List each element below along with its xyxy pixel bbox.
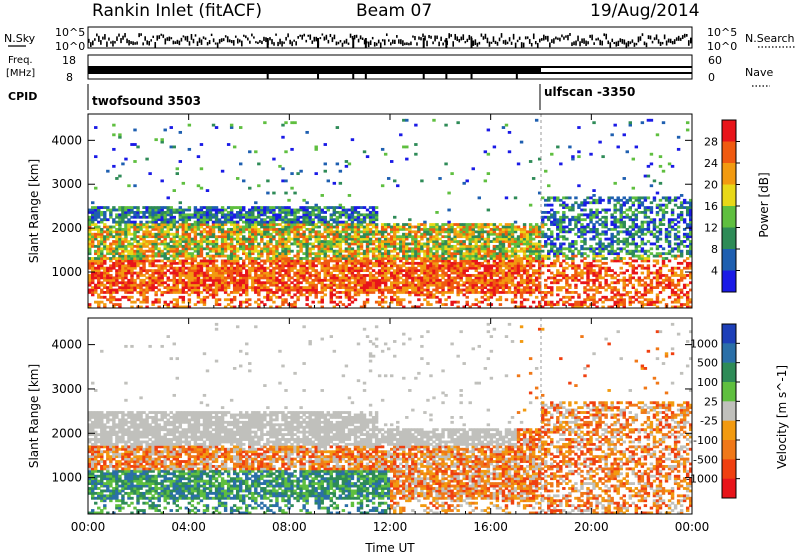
- nsky-strip: N.Sky 10^5 10^0 10^5 10^0 N.Search: [4, 26, 796, 53]
- ytick-label: 2000: [51, 426, 82, 440]
- colorbar-swatch: [722, 420, 736, 441]
- ytick-label: 1000: [51, 471, 82, 485]
- colorbar-tick: 12: [704, 222, 718, 235]
- power-colorbar-label: Power [dB]: [757, 172, 771, 237]
- colorbar-tick: 8: [711, 243, 718, 256]
- colorbar-tick: 1000: [690, 337, 718, 350]
- colorbar-tick: 4: [711, 265, 718, 278]
- colorbar-swatch: [722, 120, 736, 142]
- ytick-label: 4000: [51, 133, 82, 147]
- colorbar-swatch: [722, 382, 736, 402]
- cpid-program-2: ulfscan -3350: [544, 85, 635, 99]
- cpid-label: CPID: [8, 90, 37, 103]
- nsky-label: N.Sky: [4, 32, 36, 45]
- cpid-program-1: twofsound 3503: [92, 94, 201, 108]
- nsky-ytick-top: 10^5: [55, 26, 85, 39]
- nsky-ytick-bottom: 10^0: [55, 40, 85, 53]
- colorbar-tick: 28: [704, 136, 718, 149]
- colorbar-tick: 100: [697, 376, 718, 389]
- freq-ytick-bottom: 8: [66, 71, 73, 84]
- colorbar-swatch: [722, 163, 736, 185]
- colorbar-tick: 500: [697, 357, 718, 370]
- colorbar-swatch: [722, 324, 736, 344]
- colorbar-tick: 20: [704, 179, 718, 192]
- nsearch-ytick-bottom: 10^0: [707, 40, 737, 53]
- colorbar-swatch: [722, 206, 736, 228]
- cpid-strip: CPID twofsound 3503 ulfscan -3350: [8, 84, 635, 110]
- freq-ytick-top: 18: [62, 54, 76, 67]
- freq-trace: [88, 66, 692, 79]
- nsky-trace: [88, 33, 692, 49]
- colorbar-tick: -100: [693, 434, 718, 447]
- ytick-label: 3000: [51, 382, 82, 396]
- colorbar-swatch: [722, 459, 736, 479]
- xtick-label: 20:00: [574, 520, 609, 534]
- colorbar-tick: -25: [700, 415, 718, 428]
- power-ylabel: Slant Range [km]: [27, 159, 41, 263]
- colorbar-swatch: [722, 270, 736, 293]
- ytick-label: 3000: [51, 177, 82, 191]
- colorbar-tick: -1000: [686, 473, 718, 486]
- nave-ytick-top: 60: [708, 54, 722, 67]
- colorbar-swatch: [722, 227, 736, 250]
- colorbar-tick: 25: [704, 395, 718, 408]
- nsearch-ytick-top: 10^5: [707, 26, 737, 39]
- date-title: 19/Aug/2014: [590, 1, 700, 21]
- power-colorbar: 4 8 12 16 20 24 28: [704, 119, 740, 293]
- velocity-ylabel: Slant Range [km]: [27, 364, 41, 468]
- beam-title: Beam 07: [356, 1, 432, 21]
- nave-ytick-bottom: 0: [708, 71, 715, 84]
- freq-strip: Freq. [MHz] 18 8 60 0 Nave: [6, 54, 773, 87]
- freq-unit: [MHz]: [6, 68, 35, 79]
- nave-label: Nave: [745, 66, 773, 79]
- colorbar-swatch: [722, 440, 736, 460]
- colorbar-swatch: [722, 362, 736, 383]
- velocity-heatmap: [88, 318, 693, 515]
- colorbar-swatch: [722, 401, 736, 421]
- xtick-label: 00:00: [71, 520, 106, 534]
- xtick-label: 08:00: [272, 520, 307, 534]
- power-panel: 1000 2000 3000 4000 Slant Range [km] 4 8 12 16…: [27, 113, 771, 309]
- ytick-label: 4000: [51, 338, 82, 352]
- colorbar-swatch: [722, 343, 736, 363]
- colorbar-tick: -500: [693, 453, 718, 466]
- xtick-label: 00:00: [675, 520, 710, 534]
- power-heatmap: [88, 114, 693, 309]
- ytick-label: 1000: [51, 265, 82, 279]
- xtick-label: 12:00: [373, 520, 408, 534]
- velocity-colorbar-label: Velocity [m s^-1]: [775, 365, 789, 469]
- colorbar-swatch: [722, 478, 736, 499]
- freq-label: Freq.: [8, 55, 33, 66]
- colorbar-swatch: [722, 249, 736, 271]
- ytick-label: 2000: [51, 221, 82, 235]
- velocity-panel: 00:00 04:00 08:00 12:00 16:00 20:00 00:00 1000 2…: [27, 317, 789, 534]
- nsearch-label: N.Search: [745, 32, 795, 45]
- station-title: Rankin Inlet (fitACF): [92, 1, 262, 21]
- velocity-colorbar: 1000 500 100 25 -25 -100 -500 -1000: [686, 323, 740, 499]
- colorbar-swatch: [722, 141, 736, 164]
- colorbar-swatch: [722, 184, 736, 207]
- xaxis-label: Time UT: [364, 541, 415, 554]
- colorbar-tick: 24: [704, 157, 718, 170]
- xtick-label: 04:00: [171, 520, 206, 534]
- xtick-label: 16:00: [473, 520, 508, 534]
- colorbar-tick: 16: [704, 200, 718, 213]
